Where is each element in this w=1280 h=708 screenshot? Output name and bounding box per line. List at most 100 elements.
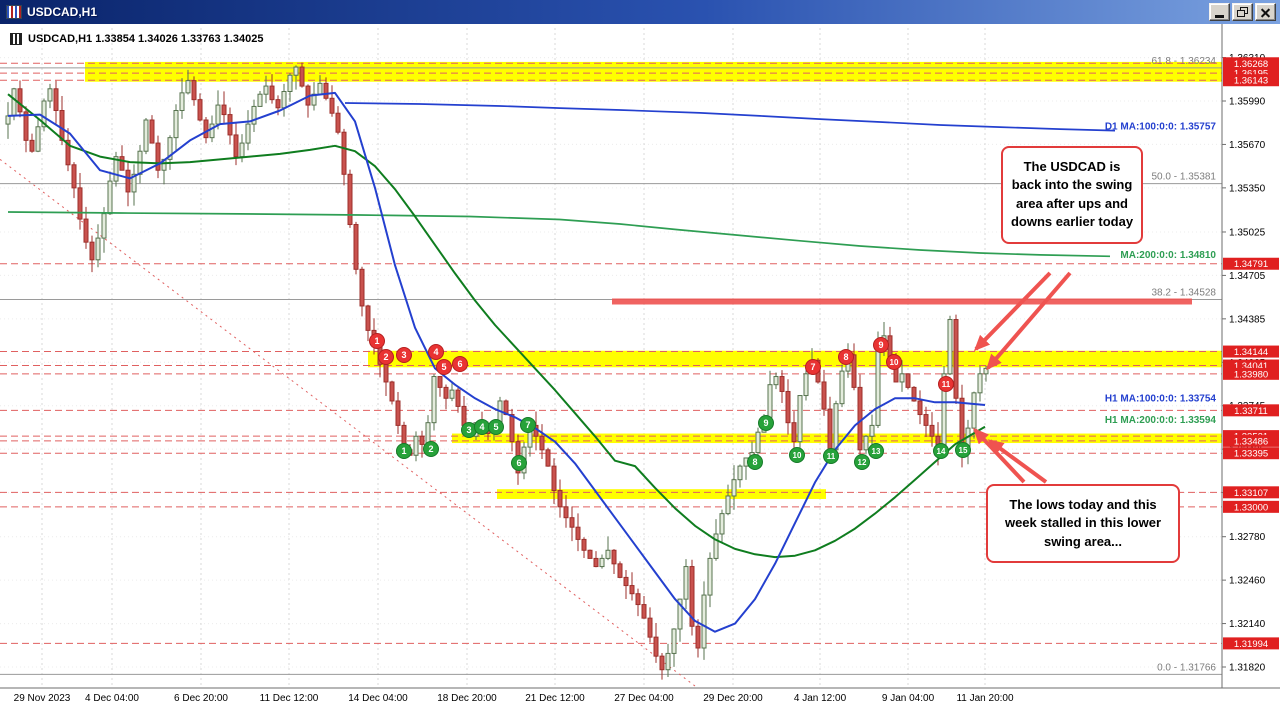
chart-svg[interactable]: 61.8 - 1.36234 50.0 - 1.35381 38.2 - 1.345… xyxy=(0,24,1280,708)
svg-text:11: 11 xyxy=(827,452,836,461)
minimize-button[interactable] xyxy=(1209,3,1230,21)
svg-text:4 Dec 04:00: 4 Dec 04:00 xyxy=(85,693,139,704)
svg-text:11 Dec 12:00: 11 Dec 12:00 xyxy=(260,693,319,704)
svg-text:H1 MA:200:0:0: 1.33594: H1 MA:200:0:0: 1.33594 xyxy=(1105,415,1217,426)
svg-text:1.33000: 1.33000 xyxy=(1234,502,1268,513)
svg-text:14 Dec 04:00: 14 Dec 04:00 xyxy=(348,693,408,704)
svg-text:11: 11 xyxy=(942,380,951,389)
svg-text:7: 7 xyxy=(810,362,815,372)
svg-text:1.32140: 1.32140 xyxy=(1229,619,1266,630)
svg-text:50.0 - 1.35381: 50.0 - 1.35381 xyxy=(1152,172,1217,183)
svg-text:5: 5 xyxy=(493,422,498,432)
swing-high-marker: 5 xyxy=(436,359,452,375)
callout-lows: The lows today and this week stalled in … xyxy=(986,484,1180,564)
svg-text:10: 10 xyxy=(890,358,899,367)
svg-text:6: 6 xyxy=(516,458,521,468)
svg-text:1.36143: 1.36143 xyxy=(1234,76,1268,87)
svg-text:1.32780: 1.32780 xyxy=(1229,532,1266,543)
swing-high-marker: 7 xyxy=(805,359,821,375)
swing-high-marker: 1 xyxy=(369,333,385,349)
svg-text:1.35990: 1.35990 xyxy=(1229,97,1266,108)
svg-text:3: 3 xyxy=(401,350,406,360)
close-button[interactable] xyxy=(1255,3,1276,21)
swing-low-marker: 13 xyxy=(868,443,884,459)
swing-low-marker: 6 xyxy=(511,455,527,471)
swing-high-marker: 3 xyxy=(396,347,412,363)
svg-text:4 Jan 12:00: 4 Jan 12:00 xyxy=(794,693,847,704)
time-axis: 29 Nov 2023 4 Dec 04:00 6 Dec 20:00 11 Dec … xyxy=(0,687,1280,704)
svg-text:13: 13 xyxy=(872,447,881,456)
svg-text:1.33980: 1.33980 xyxy=(1234,369,1268,380)
swing-high-marker: 4 xyxy=(428,344,444,360)
svg-text:2: 2 xyxy=(383,352,388,362)
chart-type-icon xyxy=(10,33,22,45)
svg-text:1.34791: 1.34791 xyxy=(1234,259,1268,270)
restore-icon xyxy=(1237,7,1248,17)
svg-text:29 Dec 20:00: 29 Dec 20:00 xyxy=(703,693,763,704)
svg-text:0.0 - 1.31766: 0.0 - 1.31766 xyxy=(1157,662,1216,673)
svg-text:6 Dec 20:00: 6 Dec 20:00 xyxy=(174,693,228,704)
svg-text:1.35670: 1.35670 xyxy=(1229,140,1266,151)
annotation-arrows xyxy=(972,271,1072,484)
svg-text:9 Jan 04:00: 9 Jan 04:00 xyxy=(882,693,935,704)
svg-text:6: 6 xyxy=(457,359,462,369)
svg-text:8: 8 xyxy=(843,352,848,362)
svg-text:D1 MA:100:0:0: 1.35757: D1 MA:100:0:0: 1.35757 xyxy=(1105,122,1217,133)
svg-text:4: 4 xyxy=(479,422,484,432)
swing-low-marker: 4 xyxy=(474,419,490,435)
ohlc-readout: USDCAD,H1 1.33854 1.34026 1.33763 1.3402… xyxy=(10,33,263,45)
close-icon xyxy=(1260,7,1271,18)
svg-text:1.31994: 1.31994 xyxy=(1234,639,1268,650)
svg-text:3: 3 xyxy=(466,425,471,435)
svg-text:1.36268: 1.36268 xyxy=(1234,59,1268,70)
swing-low-marker: 15 xyxy=(955,442,971,458)
titlebar: USDCAD,H1 xyxy=(0,0,1280,24)
ma-labels: D1 MA:100:0:0: 1.35757 MA:200:0:0: 1.3481… xyxy=(1105,122,1217,427)
svg-text:61.8 - 1.36234: 61.8 - 1.36234 xyxy=(1152,56,1217,67)
svg-text:11 Jan 20:00: 11 Jan 20:00 xyxy=(956,693,1014,704)
svg-text:1.34705: 1.34705 xyxy=(1229,271,1266,282)
restore-button[interactable] xyxy=(1232,3,1253,21)
trendline xyxy=(0,158,696,687)
swing-low-marker: 1 xyxy=(396,443,412,459)
svg-text:8: 8 xyxy=(752,457,757,467)
svg-text:2: 2 xyxy=(428,444,433,454)
price-axis: 1.363101.359901.356701.353501.350251.347… xyxy=(1221,24,1280,692)
svg-text:27 Dec 04:00: 27 Dec 04:00 xyxy=(614,693,674,704)
svg-text:1.35350: 1.35350 xyxy=(1229,183,1266,194)
window-icon xyxy=(6,5,22,19)
ohlc-text: USDCAD,H1 1.33854 1.34026 1.33763 1.3402… xyxy=(28,33,264,45)
swing-high-marker: 6 xyxy=(452,356,468,372)
swing-low-marker: 3 xyxy=(461,422,477,438)
swing-low-marker: 5 xyxy=(488,419,504,435)
svg-text:15: 15 xyxy=(959,446,968,455)
swing-low-marker: 11 xyxy=(823,448,839,464)
support-resistance-lines xyxy=(0,62,1222,644)
svg-text:MA:200:0:0: 1.34810: MA:200:0:0: 1.34810 xyxy=(1120,250,1216,261)
minimize-icon xyxy=(1215,15,1224,18)
svg-text:1: 1 xyxy=(401,446,406,456)
svg-text:1.31820: 1.31820 xyxy=(1229,663,1266,674)
svg-text:1.36195: 1.36195 xyxy=(1234,69,1268,80)
svg-text:5: 5 xyxy=(441,362,446,372)
candles-layer xyxy=(5,62,989,680)
svg-text:1.33395: 1.33395 xyxy=(1234,449,1268,460)
svg-text:9: 9 xyxy=(763,418,768,428)
svg-text:10: 10 xyxy=(793,451,802,460)
svg-text:1.34041: 1.34041 xyxy=(1234,361,1268,372)
svg-text:38.2 - 1.34528: 38.2 - 1.34528 xyxy=(1152,287,1217,298)
swing-high-marker: 9 xyxy=(873,337,889,353)
swing-low-marker: 9 xyxy=(758,415,774,431)
svg-text:1.33107: 1.33107 xyxy=(1234,488,1268,499)
svg-text:1: 1 xyxy=(374,336,379,346)
chart-area: 61.8 - 1.36234 50.0 - 1.35381 38.2 - 1.345… xyxy=(0,24,1280,708)
swing-low-marker: 10 xyxy=(789,447,805,463)
swing-low-marker: 7 xyxy=(520,417,536,433)
swing-high-marker: 8 xyxy=(838,349,854,365)
window-title: USDCAD,H1 xyxy=(27,5,98,19)
swing-low-marker: 12 xyxy=(854,454,870,470)
svg-text:12: 12 xyxy=(858,458,867,467)
swing-zones xyxy=(85,61,1222,499)
svg-text:1.34144: 1.34144 xyxy=(1234,347,1268,358)
